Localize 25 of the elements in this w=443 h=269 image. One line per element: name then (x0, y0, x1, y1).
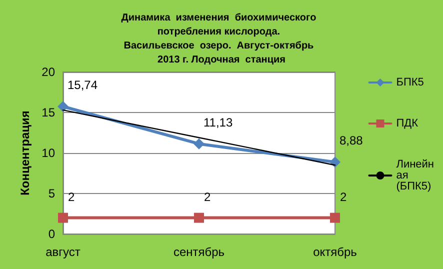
data-label: 2 (340, 190, 347, 204)
x-tick-label: октябрь (313, 245, 357, 259)
chart-title: Динамика изменения биохимического потребления кислорода. Васильевское озеро. Август-октябрь 2013 г. Лодочная станция (121, 12, 322, 66)
data-label: 2 (68, 190, 75, 204)
x-tick-label: август (46, 245, 81, 259)
y-tick-label: 20 (42, 65, 56, 79)
point (194, 212, 204, 223)
y-axis-title: Концентрация (18, 110, 32, 196)
point (330, 212, 340, 223)
point (330, 156, 340, 168)
y-tick-label: 10 (42, 146, 56, 160)
point (58, 101, 68, 112)
legend-label: Линейная (БПК5) (396, 158, 434, 192)
data-label: 11,13 (204, 115, 233, 130)
data-label: 15,74 (68, 78, 98, 92)
data-label: 2 (204, 190, 211, 204)
point (194, 138, 204, 150)
legend-label: ПДК (396, 118, 419, 130)
y-tick-label: 0 (48, 227, 56, 241)
legend-label: БПК5 (396, 76, 424, 88)
y-tick-label: 15 (42, 106, 56, 120)
data-label: 8,88 (340, 134, 364, 148)
point (58, 212, 68, 223)
y-tick-label: 5 (48, 186, 56, 200)
x-tick-label: сентябрь (173, 245, 225, 259)
